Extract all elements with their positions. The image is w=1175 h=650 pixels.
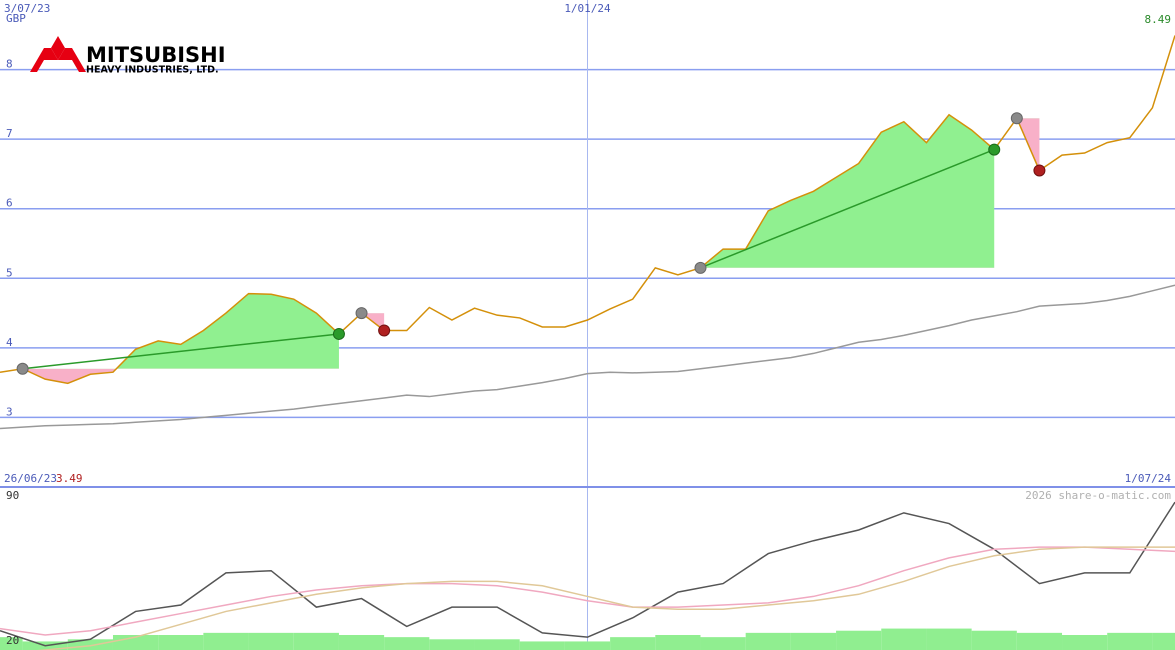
signal-start — [694, 261, 707, 274]
y-tick-label: 3 — [6, 405, 13, 418]
volume-bar — [610, 637, 656, 650]
price-panel — [0, 35, 1175, 430]
logo-diamond — [58, 48, 86, 72]
y-tick-label: 5 — [6, 266, 13, 279]
signal-end — [378, 324, 391, 337]
labels: GBP 26/06/23 1/07/24 2026 share-o-matic.… — [4, 2, 1171, 647]
logo: MITSUBISHI HEAVY INDUSTRIES, LTD. — [30, 36, 226, 76]
volume-bar — [655, 635, 701, 650]
volume-bar — [926, 628, 972, 650]
volume-bar — [564, 641, 611, 650]
loss-area — [22, 368, 339, 384]
y-tick-label: 6 — [6, 197, 13, 210]
gain-area — [22, 293, 339, 369]
y-tick-label: 20 — [6, 634, 19, 647]
volume-bar — [158, 635, 204, 650]
volume-bar — [1107, 632, 1153, 650]
volume-bar — [203, 632, 249, 650]
signal-end — [332, 327, 345, 340]
signal-end — [988, 143, 1001, 156]
trend-line — [22, 333, 340, 370]
volume-bar — [1152, 632, 1175, 650]
volume-bar — [474, 639, 520, 650]
volume-bar — [384, 637, 430, 650]
volume-bar — [745, 632, 791, 650]
volume-bar — [248, 632, 294, 650]
last-value: 8.49 — [1145, 13, 1172, 26]
volume-bar — [67, 639, 113, 650]
signal-start — [355, 307, 368, 320]
volume-bar — [429, 639, 475, 650]
price-line — [0, 284, 1175, 430]
logo-subtitle: HEAVY INDUSTRIES, LTD. — [86, 65, 219, 76]
volume-bar — [700, 637, 746, 650]
period-start: 26/06/23 — [4, 472, 57, 485]
indicator-line — [37, 546, 1175, 650]
y-tick-label: 8 — [6, 58, 13, 71]
volume-bar — [790, 632, 837, 650]
y-tick-label: 90 — [6, 489, 19, 502]
price-line — [0, 35, 1175, 385]
volume-bar — [293, 632, 339, 650]
low-value: 3.49 — [56, 472, 83, 485]
volume-bar — [519, 641, 565, 650]
indicator-line — [0, 501, 1175, 647]
x-tick-label: 3/07/23 — [4, 2, 50, 15]
trend-line — [700, 148, 995, 269]
period-end: 1/07/24 — [1125, 472, 1172, 485]
y-tick-label: 4 — [6, 336, 13, 349]
volume-bar — [881, 628, 927, 650]
signal-start — [1010, 112, 1023, 125]
indicator-line — [0, 546, 1175, 636]
volume-bar — [1062, 635, 1108, 650]
gain-area — [700, 114, 995, 268]
watermark: 2026 share-o-matic.com — [1025, 489, 1171, 502]
logo-name: MITSUBISHI — [86, 43, 226, 67]
signal-start — [16, 362, 29, 375]
logo-diamond — [30, 48, 58, 72]
indicator-panel — [0, 501, 1175, 650]
y-tick-label: 7 — [6, 127, 13, 140]
volume-bar — [338, 635, 385, 650]
volume-bar — [971, 630, 1017, 650]
y-axis-label: GBP — [6, 12, 26, 25]
volume-bar — [836, 630, 882, 650]
x-tick-label: 1/01/24 — [564, 2, 611, 15]
volume-bar — [1016, 632, 1063, 650]
signal-end — [1033, 164, 1046, 177]
volume-bar — [0, 637, 23, 650]
